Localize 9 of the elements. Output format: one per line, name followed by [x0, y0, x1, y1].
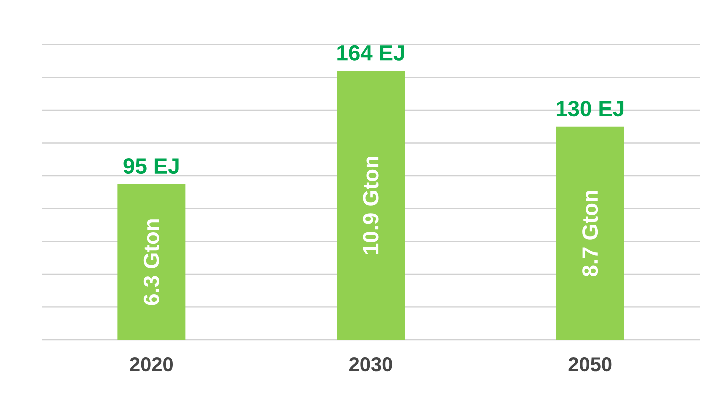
x-tick-label: 2030	[350, 358, 392, 372]
annotation: 10.9 Gton	[363, 156, 379, 254]
data-label: 95 EJ	[124, 158, 179, 174]
data-label: 130 EJ	[556, 101, 624, 117]
annotation: 8.7 Gton	[582, 190, 598, 277]
x-tick-label: 2020	[130, 358, 174, 372]
x-tick-label: 2050	[568, 358, 612, 372]
annotation: 6.3 Gton	[144, 220, 160, 306]
data-label: 164 EJ	[338, 45, 404, 61]
